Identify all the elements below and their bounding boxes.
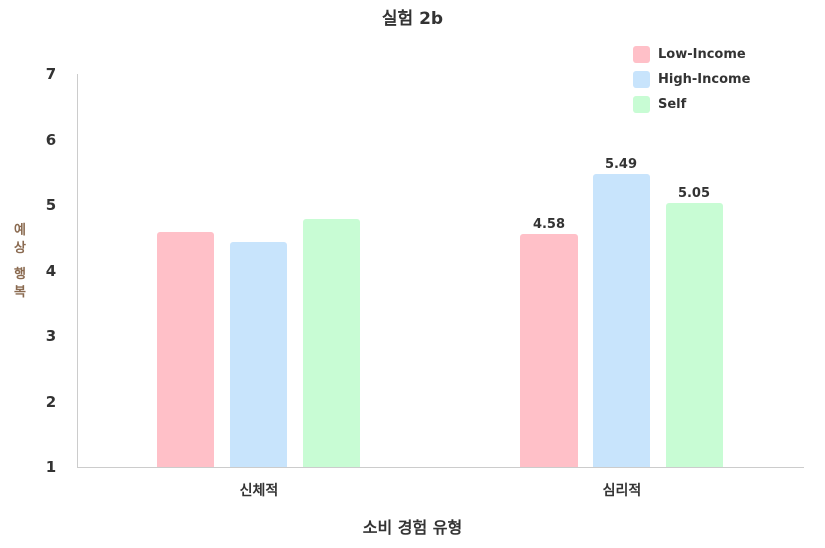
y-tick-6: 6 [45, 130, 57, 149]
bar-psychological-high-income [593, 174, 650, 467]
legend-label: High-Income [658, 72, 751, 87]
legend-swatch-low-income [633, 46, 650, 63]
y-axis-label-char: 복 [14, 285, 26, 300]
y-axis-label-char: 상 [14, 241, 26, 256]
legend-label: Self [658, 97, 687, 112]
legend-swatch-high-income [633, 71, 650, 88]
y-axis-line [77, 74, 78, 467]
chart-title: 실험 2b [381, 9, 444, 29]
y-tick-5: 5 [45, 196, 57, 214]
y-tick-7: 7 [45, 65, 57, 83]
legend-item-low-income: Low-Income [633, 42, 750, 67]
value-label-psychological-low-income: 4.58 [532, 217, 566, 232]
legend-swatch-self [633, 96, 650, 113]
y-axis-label-char: 행 [14, 267, 26, 282]
y-tick-1: 1 [45, 458, 57, 476]
y-axis-label-char: 예 [14, 223, 26, 238]
legend: Low-Income High-Income Self [633, 42, 750, 117]
x-axis-line [77, 467, 804, 468]
y-tick-3: 3 [45, 327, 57, 345]
value-label-psychological-self: 5.05 [677, 186, 711, 201]
y-tick-2: 2 [45, 392, 57, 411]
x-tick-physical: 신체적 [239, 483, 279, 499]
legend-item-self: Self [633, 92, 750, 117]
legend-item-high-income: High-Income [633, 67, 750, 92]
value-label-psychological-high-income: 5.49 [604, 157, 638, 172]
bar-physical-low-income [157, 232, 214, 467]
bar-psychological-self [666, 203, 723, 467]
bar-physical-self [303, 219, 360, 467]
x-tick-psychological: 심리적 [602, 483, 642, 499]
bar-physical-high-income [230, 242, 287, 467]
y-tick-4: 4 [45, 261, 57, 280]
legend-label: Low-Income [658, 47, 746, 62]
y-axis-label: 예 상 행 복 [10, 222, 30, 302]
bar-psychological-low-income [520, 234, 578, 467]
x-axis-label: 소비 경험 유형 [362, 518, 463, 537]
